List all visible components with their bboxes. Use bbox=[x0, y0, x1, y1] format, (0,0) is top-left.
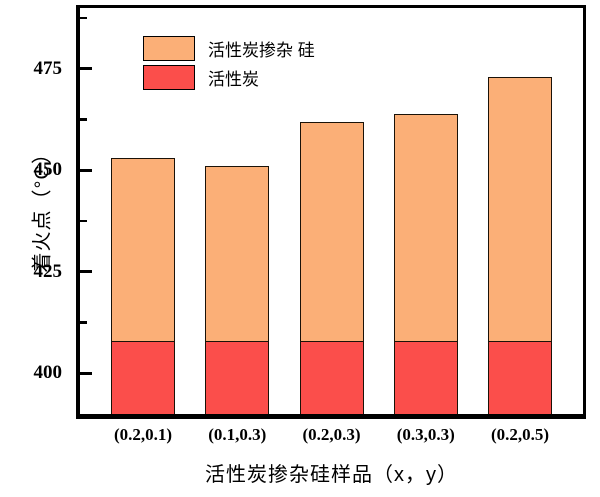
y-tick-400 bbox=[80, 371, 92, 375]
x-axis-tick-labels: (0.2,0.1) (0.1,0.3) (0.2,0.3) (0.3,0.3) (0.2… bbox=[80, 425, 583, 449]
y-tick-450 bbox=[80, 168, 92, 172]
bar-carbon-1 bbox=[205, 340, 270, 414]
x-tick-label-3: (0.3,0.3) bbox=[396, 425, 455, 444]
y-tick-label-475: 475 bbox=[33, 58, 63, 80]
y-tick-label-400: 400 bbox=[33, 362, 63, 384]
y-tick-425 bbox=[80, 270, 92, 274]
bar-carbon-4 bbox=[488, 340, 552, 414]
legend-label-activated-carbon: 活性炭 bbox=[208, 70, 259, 89]
y-minor-tick-437.5 bbox=[80, 219, 87, 223]
y-minor-tick-487.5 bbox=[80, 16, 87, 20]
bar-carbon-2 bbox=[299, 340, 364, 414]
y-minor-tick-462.5 bbox=[80, 118, 87, 121]
y-axis-tick-labels: 400 425 450 475 bbox=[0, 8, 72, 414]
bar-carbon-3 bbox=[393, 340, 458, 414]
bar-carbon-0 bbox=[111, 340, 175, 414]
legend-item-carbon: 活性炭 bbox=[143, 65, 315, 90]
y-tick-label-450: 450 bbox=[33, 159, 63, 181]
x-axis-title: 活性炭掺杂硅样品（x，y） bbox=[205, 464, 458, 486]
y-tick-475 bbox=[80, 67, 92, 71]
legend-swatch-activated-carbon bbox=[143, 65, 195, 90]
y-tick-label-425: 425 bbox=[33, 261, 63, 283]
legend-item-doped: 活性炭掺杂 硅 bbox=[143, 36, 315, 61]
x-tick-label-0: (0.2,0.1) bbox=[113, 425, 173, 444]
legend-label-doped-carbon-silicon: 活性炭掺杂 硅 bbox=[208, 41, 315, 60]
legend: 活性炭掺杂 硅 活性炭 bbox=[143, 36, 315, 94]
x-tick-label-1: (0.1,0.3) bbox=[208, 425, 267, 444]
plot-area: 活性炭掺杂 硅 活性炭 bbox=[76, 5, 586, 419]
y-minor-tick-412.5 bbox=[80, 321, 87, 324]
x-tick-label-2: (0.2,0.3) bbox=[302, 425, 361, 444]
legend-swatch-doped-carbon-silicon bbox=[143, 36, 195, 61]
x-tick-label-4: (0.2,0.5) bbox=[490, 425, 550, 444]
